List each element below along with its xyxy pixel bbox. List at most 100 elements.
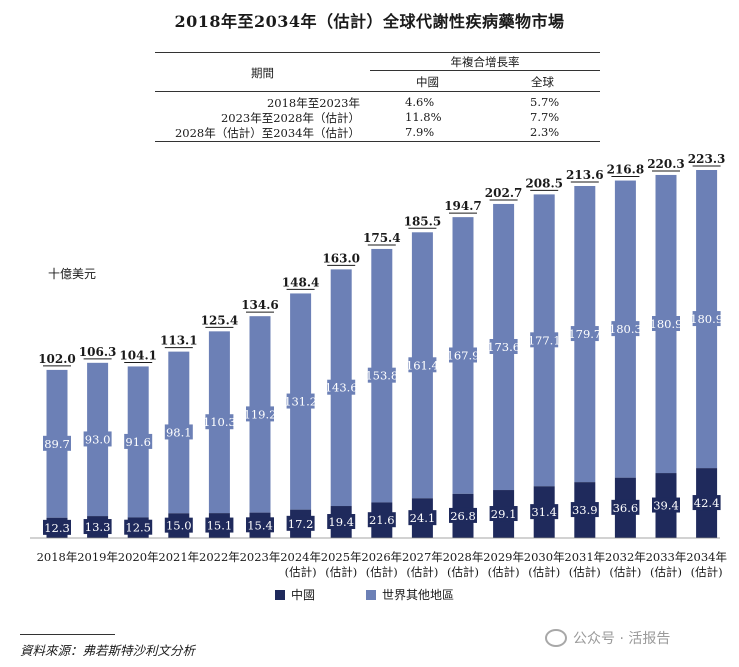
rest-label-box [286, 393, 315, 409]
china-value-label: 31.4 [531, 505, 557, 519]
x-tick-label: 2028年 [443, 550, 484, 564]
row-period: 2028年（估計）至2034年（估計） [174, 126, 360, 140]
total-value-label: 185.5 [404, 214, 442, 228]
x-tick-label: 2022年 [199, 550, 240, 564]
rest-value-label: 180.9 [690, 312, 723, 326]
watermark-text: 公众号 · 活报告 [573, 631, 671, 647]
total-value-label: 220.3 [647, 157, 685, 171]
total-value-label: 163.0 [322, 251, 360, 265]
total-value-label: 102.0 [38, 352, 76, 366]
header-cagr: 年複合增長率 [450, 55, 520, 69]
china-value-label: 17.2 [288, 517, 314, 531]
china-value-label: 26.8 [450, 509, 476, 523]
watermark: 公众号 · 活报告 [545, 628, 670, 648]
total-value-label: 194.7 [444, 199, 482, 213]
x-tick-label: 2029年 [483, 550, 524, 564]
x-tick-sublabel: (估計) [325, 565, 357, 579]
china-label-box [530, 504, 559, 520]
china-value-label: 13.3 [85, 520, 111, 534]
total-value-label: 208.5 [525, 176, 563, 190]
china-value-label: 39.4 [653, 499, 679, 513]
china-value-label: 36.6 [613, 501, 639, 515]
stacked-bar-chart: 89.7 12.3 102.0 2018年 93.0 13.3 106.3 2019年 91.6… [30, 152, 727, 579]
x-tick-sublabel: (估計) [366, 565, 398, 579]
china-label-box [43, 519, 71, 535]
rest-value-label: 167.9 [447, 348, 480, 362]
header-period: 期間 [251, 66, 274, 80]
total-value-label: 104.1 [119, 348, 157, 362]
legend-rest-label: 世界其他地區 [382, 588, 455, 602]
china-label-box [327, 514, 356, 530]
rest-value-label: 161.4 [406, 358, 439, 372]
china-label-box [83, 519, 112, 535]
legend-rest: 世界其他地區 [366, 586, 454, 603]
x-tick-label: 2020年 [118, 550, 159, 564]
row-china: 7.9% [405, 125, 435, 139]
x-tick-label: 2034年 [686, 550, 727, 564]
china-value-label: 15.1 [207, 519, 233, 533]
rest-value-label: 119.2 [244, 407, 277, 421]
china-value-label: 29.1 [491, 507, 517, 521]
row-china: 4.6% [405, 95, 435, 109]
row-china: 11.8% [405, 110, 442, 124]
x-tick-label: 2032年 [605, 550, 646, 564]
rest-label-box [530, 332, 559, 348]
legend-china-label: 中國 [291, 588, 316, 602]
x-tick-sublabel: (估計) [691, 565, 723, 579]
total-value-label: 216.8 [607, 163, 645, 177]
x-tick-sublabel: (估計) [569, 565, 601, 579]
rest-label-box [449, 347, 477, 363]
table-bottom-rule [155, 141, 600, 142]
china-label-box [367, 512, 396, 528]
total-value-label: 134.6 [241, 298, 279, 312]
rest-value-label: 93.0 [85, 432, 111, 446]
source-note: 資料來源：弗若斯特沙利文分析 [20, 643, 196, 658]
total-value-label: 106.3 [79, 345, 117, 359]
x-tick-sublabel: (估計) [406, 565, 438, 579]
x-tick-sublabel: (估計) [609, 565, 641, 579]
china-value-label: 19.4 [328, 515, 354, 529]
china-value-label: 12.3 [44, 521, 70, 535]
row-global: 2.3% [530, 125, 560, 139]
legend-china-swatch [275, 589, 285, 600]
rest-value-label: 179.7 [568, 327, 601, 341]
x-tick-label: 2031年 [564, 550, 605, 564]
china-label-box [611, 499, 640, 515]
row-period: 2018年至2023年 [266, 96, 360, 110]
x-tick-sublabel: (估計) [447, 565, 479, 579]
china-label-box [489, 506, 518, 522]
china-value-label: 15.0 [166, 519, 192, 533]
rest-label-box [205, 414, 234, 430]
header-sub-rule [370, 70, 600, 71]
rest-label-box [124, 433, 153, 449]
rest-label-box [164, 424, 193, 440]
rest-value-label: 180.3 [609, 322, 642, 336]
china-label-box [286, 515, 315, 531]
rest-value-label: 180.9 [650, 317, 683, 331]
rest-label-box [327, 379, 356, 395]
x-tick-label: 2027年 [402, 550, 443, 564]
row-period: 2023年至2028年（估計） [220, 111, 360, 125]
x-tick-label: 2023年 [240, 550, 281, 564]
total-value-label: 213.6 [566, 168, 604, 182]
rest-label-box [43, 435, 71, 451]
x-tick-sublabel: (估計) [488, 565, 520, 579]
x-tick-sublabel: (估計) [650, 565, 682, 579]
china-label-box [692, 495, 721, 511]
table-top-rule [155, 52, 600, 53]
china-label-box [124, 519, 153, 535]
rest-value-label: 110.3 [203, 415, 236, 429]
source-rule [20, 634, 115, 635]
wechat-icon [545, 629, 567, 647]
china-label-box [164, 517, 193, 533]
row-global: 5.7% [530, 95, 560, 109]
rest-label-box [489, 338, 518, 354]
china-value-label: 33.9 [572, 503, 598, 517]
rest-value-label: 177.1 [528, 333, 561, 347]
x-tick-label: 2026年 [361, 550, 402, 564]
legend-china: 中國 [275, 586, 315, 603]
row-global: 7.7% [530, 110, 560, 124]
unit-label: 十億美元 [48, 267, 97, 281]
rest-label-box [246, 406, 274, 422]
rest-value-label: 89.7 [44, 437, 70, 451]
